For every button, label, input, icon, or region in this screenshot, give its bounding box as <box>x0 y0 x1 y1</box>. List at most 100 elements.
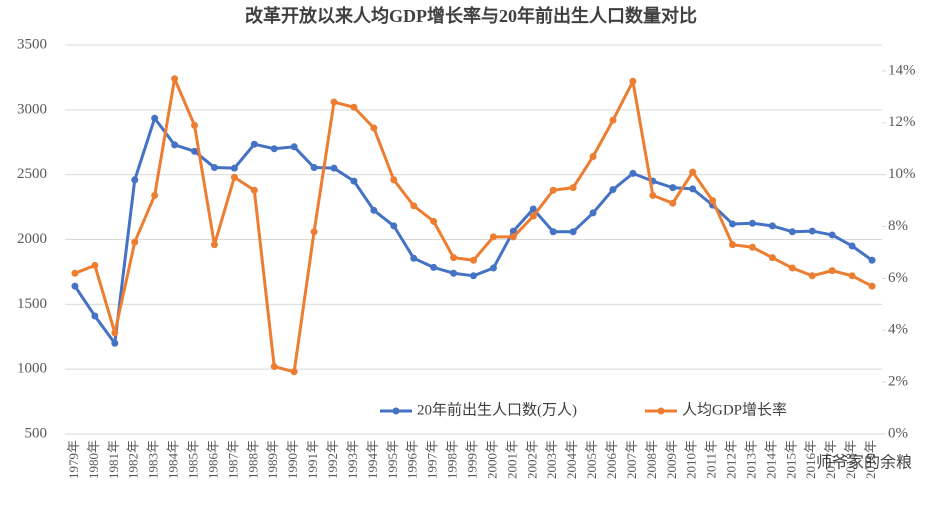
point <box>589 153 597 161</box>
legend-marker <box>657 407 665 415</box>
point <box>629 169 637 177</box>
point <box>250 140 258 148</box>
y2-tick-label: 0% <box>888 425 908 441</box>
point <box>768 222 776 230</box>
y2-tick-label: 4% <box>888 322 908 338</box>
x-tick-label: 2002年 <box>524 440 539 479</box>
point <box>589 209 597 217</box>
x-tick-label: 1990年 <box>285 440 300 479</box>
x-tick-label: 1999年 <box>464 440 479 479</box>
point <box>230 164 238 172</box>
point <box>489 233 497 241</box>
x-tick-label: 2004年 <box>564 440 579 479</box>
x-tick-label: 1992年 <box>325 440 340 479</box>
point <box>330 98 338 106</box>
point <box>410 254 418 262</box>
x-tick-label: 2016年 <box>803 440 818 479</box>
y2-tick-label: 8% <box>888 218 908 234</box>
point <box>549 228 557 236</box>
point <box>868 282 876 290</box>
x-tick-label: 1995年 <box>385 440 400 479</box>
point <box>210 241 218 249</box>
point <box>91 312 99 320</box>
y-tick-label: 3500 <box>17 36 47 52</box>
point <box>529 212 537 220</box>
y2-tick-label: 2% <box>888 374 908 390</box>
x-tick-label: 1981年 <box>106 440 121 479</box>
x-tick-label: 1979年 <box>66 440 81 479</box>
point <box>210 164 218 172</box>
point <box>748 219 756 227</box>
point <box>808 227 816 235</box>
x-tick-label: 2008年 <box>644 440 659 479</box>
point <box>370 124 378 132</box>
point <box>689 168 697 176</box>
point <box>470 272 477 280</box>
point <box>828 267 836 275</box>
point <box>669 199 677 207</box>
point <box>450 269 458 277</box>
x-tick-label: 2010年 <box>684 440 699 479</box>
point <box>91 261 99 269</box>
x-tick-label: 2015年 <box>783 440 798 479</box>
point <box>151 114 159 122</box>
point <box>310 164 318 172</box>
x-tick-label: 1993年 <box>345 440 360 479</box>
point <box>290 143 298 151</box>
x-tick-label: 2006年 <box>604 440 619 479</box>
point <box>689 185 697 193</box>
x-tick-label: 1980年 <box>86 440 101 479</box>
point <box>669 184 677 192</box>
point <box>509 227 517 235</box>
point <box>410 202 418 210</box>
point <box>868 256 876 264</box>
point <box>270 363 278 371</box>
y2-tick-label: 12% <box>888 114 916 130</box>
point <box>350 177 358 185</box>
point <box>729 241 737 249</box>
legend-label: 20年前出生人口数(万人) <box>417 401 577 418</box>
y2-tick-label: 14% <box>888 62 916 78</box>
x-tick-label: 1983年 <box>146 440 161 479</box>
x-tick-label: 1989年 <box>265 440 280 479</box>
point <box>191 121 199 129</box>
x-tick-label: 2014年 <box>763 440 778 479</box>
point <box>131 176 139 184</box>
y2-tick-label: 6% <box>888 270 908 286</box>
point <box>529 205 537 213</box>
point <box>71 282 79 290</box>
x-tick-label: 1987年 <box>225 440 240 479</box>
point <box>310 228 318 236</box>
y-tick-label: 1500 <box>17 296 47 312</box>
point <box>390 176 398 184</box>
point <box>549 186 557 194</box>
y-tick-label: 1000 <box>17 361 47 377</box>
x-tick-label: 2012年 <box>724 440 739 479</box>
x-tick-label: 1986年 <box>205 440 220 479</box>
point <box>171 141 179 149</box>
legend-label: 人均GDP增长率 <box>682 401 787 418</box>
point <box>848 242 856 250</box>
point <box>230 173 238 181</box>
point <box>569 184 577 192</box>
point <box>430 217 438 225</box>
watermark: 师爷家的余粮 <box>816 453 912 472</box>
point <box>330 164 338 172</box>
point <box>489 264 497 272</box>
point <box>151 191 159 199</box>
y-tick-label: 2000 <box>17 231 47 247</box>
point <box>71 269 79 277</box>
x-tick-label: 1988年 <box>245 440 260 479</box>
x-tick-label: 1997年 <box>425 440 440 479</box>
point <box>709 197 717 205</box>
point <box>350 103 358 111</box>
y2-tick-label: 10% <box>888 166 916 182</box>
y-tick-label: 2500 <box>17 166 47 182</box>
point <box>848 272 856 280</box>
point <box>270 145 278 153</box>
y-tick-label: 3000 <box>17 101 47 117</box>
point <box>470 256 477 264</box>
point <box>788 228 796 236</box>
x-tick-label: 1994年 <box>365 440 380 479</box>
point <box>111 329 119 337</box>
